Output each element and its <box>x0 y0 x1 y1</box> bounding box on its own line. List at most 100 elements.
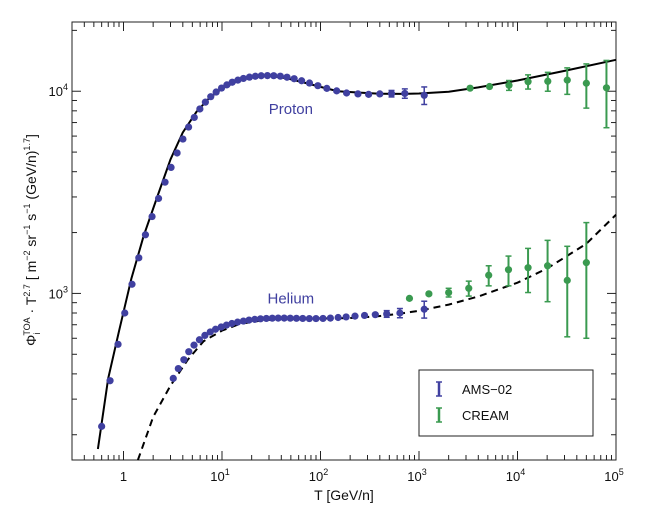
data-point <box>274 314 282 322</box>
legend-label: CREAM <box>462 408 509 423</box>
x-tick-label: 103 <box>407 467 426 484</box>
data-point <box>401 89 409 98</box>
data-point <box>387 90 396 98</box>
data-point <box>334 313 342 322</box>
data-point <box>465 284 473 292</box>
data-point <box>333 87 341 95</box>
data-point <box>299 314 307 323</box>
data-point <box>256 315 265 323</box>
data-point <box>234 76 242 84</box>
data-point <box>405 294 414 302</box>
data-point <box>319 314 327 323</box>
data-point <box>342 313 350 321</box>
data-point <box>425 290 433 298</box>
data-point <box>563 276 571 284</box>
y-tick-labels: 103 104 <box>49 82 68 301</box>
data-point <box>148 212 156 221</box>
data-point <box>207 93 215 101</box>
data-point <box>543 262 552 270</box>
x-tick-label: 105 <box>604 467 623 484</box>
data-point <box>582 79 590 87</box>
data-point <box>190 113 198 122</box>
data-point <box>445 288 453 297</box>
y-axis-title: ΦiTOA · T2.7 [ m−2 sr−1 s−1 (GeV/n)1.7] <box>22 134 42 346</box>
data-point <box>98 422 106 430</box>
helium-label: Helium <box>268 291 315 308</box>
data-point <box>195 336 204 344</box>
data-point <box>602 84 611 92</box>
data-point <box>524 78 532 86</box>
data-point <box>121 309 129 317</box>
data-point <box>582 259 590 267</box>
data-point <box>504 266 513 274</box>
y-tick-label: 103 <box>49 284 68 301</box>
data-point <box>184 123 193 131</box>
data-point <box>185 348 193 356</box>
data-point <box>239 317 248 325</box>
data-point <box>360 311 369 320</box>
data-point <box>128 280 136 288</box>
data-point <box>201 98 209 106</box>
data-point <box>326 314 334 322</box>
data-point <box>239 74 248 83</box>
data-point <box>106 377 114 385</box>
data-point <box>217 84 226 92</box>
data-point <box>245 73 254 81</box>
data-point <box>228 78 236 86</box>
legend: AMS−02 CREAM <box>418 369 594 437</box>
data-point <box>280 314 288 322</box>
data-point <box>314 82 322 90</box>
x-axis-title: T [GeV/n] <box>314 487 374 503</box>
data-point <box>262 314 270 323</box>
data-point <box>505 81 513 89</box>
data-point <box>190 341 198 349</box>
data-points <box>98 59 611 430</box>
data-point <box>354 90 362 98</box>
data-point <box>222 321 231 329</box>
data-point <box>286 314 294 322</box>
data-point <box>141 231 150 239</box>
data-point <box>485 82 494 91</box>
data-point <box>251 315 259 323</box>
data-point <box>351 312 359 320</box>
data-point <box>371 311 379 319</box>
curve-annotations: Proton Helium <box>268 101 315 307</box>
data-point <box>114 340 122 348</box>
data-point <box>420 305 428 313</box>
data-point <box>180 356 188 364</box>
x-tick-labels: 1 101 102 103 104 105 <box>120 467 624 484</box>
data-point <box>228 319 236 328</box>
data-point <box>305 314 313 323</box>
data-point <box>167 163 175 172</box>
y-tick-label: 104 <box>49 82 68 99</box>
x-tick-label: 102 <box>309 467 328 484</box>
x-tick-label: 104 <box>506 467 525 484</box>
data-point <box>292 314 301 322</box>
data-point <box>323 84 331 92</box>
data-point <box>169 374 177 382</box>
data-point <box>173 149 181 157</box>
data-point <box>251 72 259 80</box>
legend-label: AMS−02 <box>462 382 512 397</box>
data-point <box>466 84 474 92</box>
data-point <box>298 77 306 85</box>
data-point <box>290 75 298 83</box>
data-point <box>174 364 182 373</box>
data-point <box>268 314 276 322</box>
x-tick-label: 101 <box>210 467 229 484</box>
data-point <box>212 88 220 96</box>
proton-label: Proton <box>269 101 313 118</box>
data-point <box>396 309 404 317</box>
data-point <box>270 72 278 80</box>
data-point <box>524 264 532 272</box>
data-point <box>485 271 493 279</box>
data-point <box>276 72 284 80</box>
data-point <box>245 316 253 324</box>
data-point <box>223 81 231 89</box>
data-point <box>376 90 384 98</box>
data-point <box>196 105 204 113</box>
data-point <box>263 71 272 80</box>
axis-ticks <box>71 22 617 460</box>
x-tick-label: 1 <box>120 469 127 484</box>
